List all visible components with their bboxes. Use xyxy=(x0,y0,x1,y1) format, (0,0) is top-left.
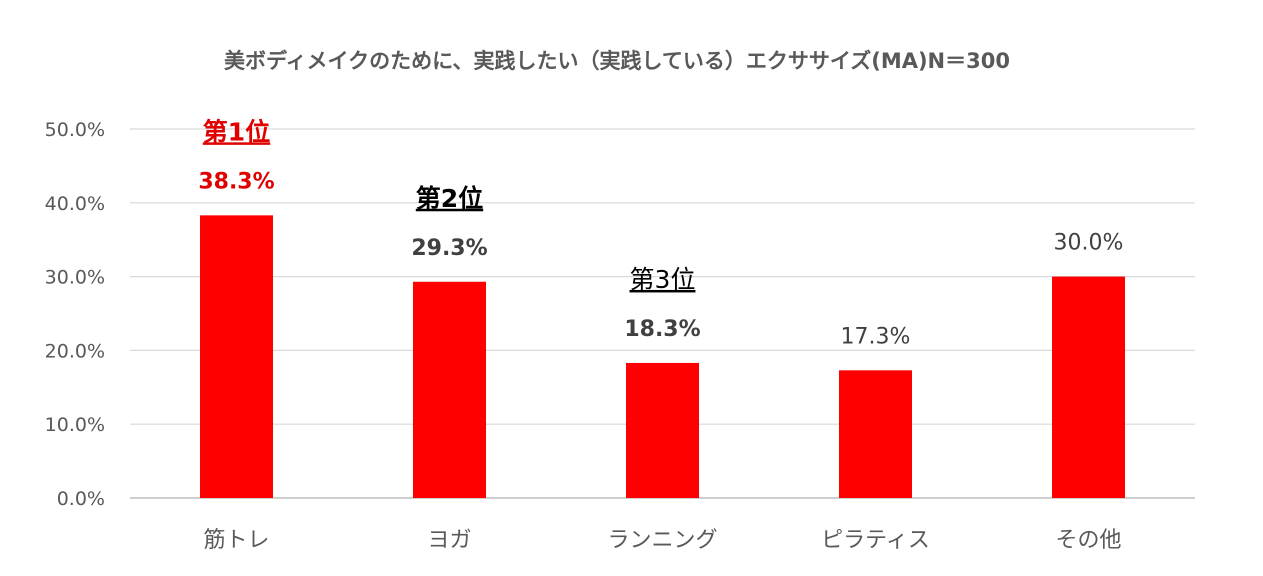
rank-label: 第1位 xyxy=(203,117,270,146)
value-labels: 38.3% 第1位 29.3% 第2位 18.3% 第3位 17.3% 30.0% xyxy=(198,117,1123,349)
bar xyxy=(626,362,699,498)
y-tick-label: 50.0% xyxy=(45,119,105,141)
y-tick-label: 0.0% xyxy=(57,488,105,510)
bar xyxy=(839,370,912,498)
bar xyxy=(1052,276,1125,498)
y-tick-label: 30.0% xyxy=(45,267,105,289)
rank-label: 第2位 xyxy=(416,184,483,213)
bars xyxy=(200,215,1125,498)
data-label: 29.3% xyxy=(411,236,487,261)
data-label: 18.3% xyxy=(624,317,700,342)
bar xyxy=(200,215,273,498)
x-tick-label: その他 xyxy=(1055,528,1121,553)
x-axis-ticks: 筋トレ ヨガ ランニング ピラティス その他 xyxy=(203,528,1121,553)
y-tick-label: 20.0% xyxy=(45,340,105,362)
bar xyxy=(413,281,486,498)
data-label: 38.3% xyxy=(198,169,274,194)
y-tick-label: 40.0% xyxy=(45,193,105,215)
grid-lines xyxy=(130,128,1195,499)
rank-label: 第3位 xyxy=(630,265,696,294)
x-tick-label: ピラティス xyxy=(821,528,930,553)
x-tick-label: ヨガ xyxy=(427,528,471,553)
data-label: 30.0% xyxy=(1054,231,1124,256)
y-tick-label: 10.0% xyxy=(45,414,105,436)
data-label: 17.3% xyxy=(841,324,911,349)
y-axis-ticks: 0.0% 10.0% 20.0% 30.0% 40.0% 50.0% xyxy=(45,119,105,510)
x-tick-label: ランニング xyxy=(607,528,717,553)
chart-title: 美ボディメイクのために、実践したい（実践している）エクササイズ(MA)N＝300 xyxy=(224,49,1010,73)
x-tick-label: 筋トレ xyxy=(203,528,269,553)
